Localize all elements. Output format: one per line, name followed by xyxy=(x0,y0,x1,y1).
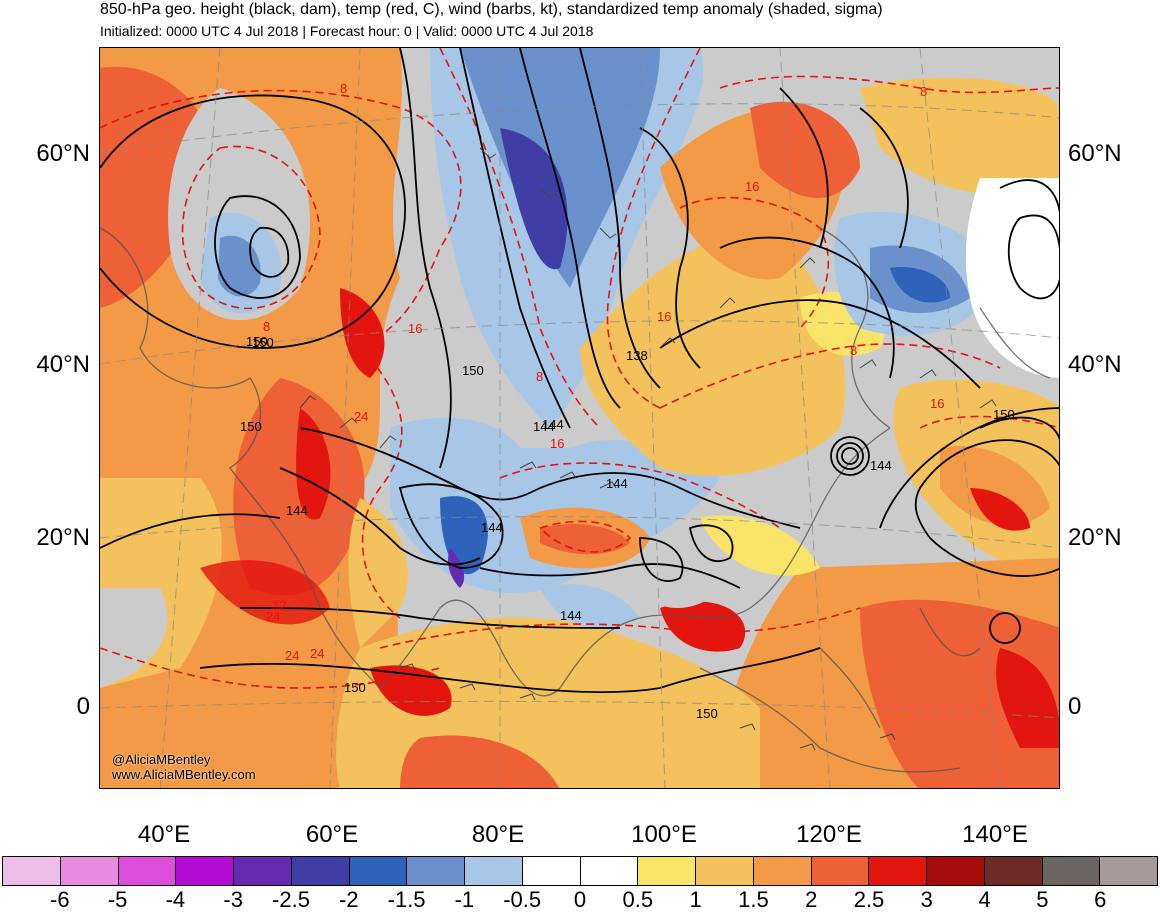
height-contour-label: 150 xyxy=(993,407,1015,422)
colorbar-label: -2.5 xyxy=(272,887,310,912)
temp-contour-label: 32 xyxy=(272,598,286,613)
chart-subtitle: Initialized: 0000 UTC 4 Jul 2018 | Forec… xyxy=(100,23,594,39)
lon-label-140e: 140°E xyxy=(962,821,1028,848)
anomaly-shading xyxy=(100,48,1059,788)
temp-contour-label: 8 xyxy=(536,369,543,384)
lat-label-60n: 60°N xyxy=(36,140,90,167)
temp-contour-label: 24 xyxy=(310,646,324,661)
colorbar-label: 0.5 xyxy=(622,887,654,912)
colorbar-box xyxy=(176,857,234,885)
wind-barbs xyxy=(299,147,997,751)
chart-title: 850-hPa geo. height (black, dam), temp (… xyxy=(100,1,883,18)
colorbar-label: 2.5 xyxy=(853,887,885,912)
colorbar-box xyxy=(522,857,581,885)
colorbar-box xyxy=(580,857,639,885)
lon-label-40e: 40°E xyxy=(137,821,191,848)
temp-contour-label: 8 xyxy=(340,81,347,96)
height-contour-label: 150 xyxy=(240,419,262,434)
colorbar-label: 6 xyxy=(1094,887,1107,912)
colorbar-label: 2 xyxy=(805,887,818,912)
weather-map: 150 150 150 150 144 144 144 144 144 144 138 150 150 1… xyxy=(99,47,1060,789)
height-contour-label: 144 xyxy=(481,520,503,535)
colorbar-label: -5 xyxy=(107,887,128,912)
colorbar-label: -6 xyxy=(50,887,70,912)
colorbar-box xyxy=(638,857,696,885)
lat-label-60n-right: 60°N xyxy=(1068,140,1122,167)
colorbar-box xyxy=(234,857,292,885)
temp-contour-label: 16 xyxy=(550,436,564,451)
height-contour-label: 144 xyxy=(560,608,582,623)
height-contour-label: 144 xyxy=(542,417,564,432)
lon-label-120e: 120°E xyxy=(796,821,862,848)
colorbar-box xyxy=(984,857,1043,885)
height-contours xyxy=(100,48,1059,694)
lat-label-20n-right: 20°N xyxy=(1068,524,1122,551)
temp-contour-label: 8 xyxy=(263,319,270,334)
lat-label-20n: 20°N xyxy=(36,524,90,551)
colorbar-label: -2 xyxy=(339,887,359,912)
temp-contour-label: 24 xyxy=(354,409,368,424)
colorbar xyxy=(2,856,1158,886)
temp-contour-label: 24 xyxy=(266,609,280,624)
colorbar-box xyxy=(927,857,985,885)
colorbar-box xyxy=(60,857,119,885)
gridlines xyxy=(100,48,1059,788)
colorbar-label: 1.5 xyxy=(738,887,769,912)
height-contour-label: 150 xyxy=(462,363,484,378)
colorbar-box xyxy=(349,857,408,885)
colorbar-box xyxy=(811,857,870,885)
lat-label-40n-right: 40°N xyxy=(1068,351,1122,378)
colorbar-box xyxy=(465,857,523,885)
height-labels: 1501501501501441441441441441441381501501… xyxy=(240,334,1015,721)
colorbar-label: 4 xyxy=(978,887,991,912)
credit-handle: @AliciaMBentley xyxy=(112,752,211,767)
colorbar-box xyxy=(1042,857,1101,885)
colorbar-label: 5 xyxy=(1036,887,1049,912)
colorbar-box xyxy=(407,857,465,885)
height-contour-label: 150 xyxy=(696,706,718,721)
temp-contour-label: 16 xyxy=(930,396,944,411)
temp-contour-label: 16 xyxy=(745,179,759,194)
colorbar-label: 1 xyxy=(689,887,702,912)
colorbar-label: -4 xyxy=(165,887,186,912)
height-contour-label: 144 xyxy=(870,458,892,473)
colorbar-box xyxy=(1100,857,1157,885)
height-contour-label: 150 xyxy=(252,335,274,350)
colorbar-label: -0.5 xyxy=(503,887,542,912)
height-contour-label: 150 xyxy=(246,334,268,349)
height-contour-label: 144 xyxy=(606,476,628,491)
height-contour-label: 150 xyxy=(344,680,366,695)
lat-label-40n: 40°N xyxy=(36,351,90,378)
lon-label-100e: 100°E xyxy=(631,821,697,848)
credit-site: www.AliciaMBentley.com xyxy=(112,767,256,782)
colorbar-box xyxy=(696,857,754,885)
colorbar-box xyxy=(118,857,177,885)
height-contour-label: 144 xyxy=(286,503,308,518)
temp-contour-label: 24 xyxy=(285,648,299,663)
temp-contour-label: 8 xyxy=(920,84,927,99)
lat-label-0-right: 0 xyxy=(1068,693,1082,720)
colorbar-label: -3 xyxy=(223,887,243,912)
temp-contour-label: 16 xyxy=(657,309,671,324)
lon-label-80e: 80°E xyxy=(471,821,525,848)
lon-label-60e: 60°E xyxy=(305,821,359,848)
height-contour-label: 138 xyxy=(626,348,648,363)
colorbar-label: 0 xyxy=(573,887,587,912)
coastlines xyxy=(100,227,1051,773)
temp-contour-label: 16 xyxy=(408,321,422,336)
colorbar-box xyxy=(3,857,61,885)
colorbar-box xyxy=(291,857,350,885)
lat-label-0: 0 xyxy=(76,693,90,720)
colorbar-label: -1.5 xyxy=(387,887,426,912)
temp-contour-label: 8 xyxy=(850,343,857,358)
colorbar-box xyxy=(869,857,927,885)
colorbar-box xyxy=(753,857,812,885)
colorbar-label: -1 xyxy=(454,887,475,912)
colorbar-label: 3 xyxy=(920,887,933,912)
height-contour-label: 144 xyxy=(533,419,555,434)
